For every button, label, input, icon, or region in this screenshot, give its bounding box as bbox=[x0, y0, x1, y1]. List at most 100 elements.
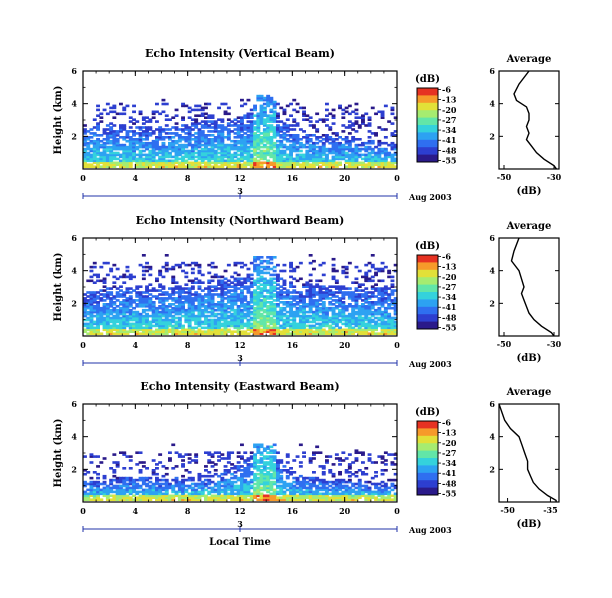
heatmap-cell bbox=[308, 120, 313, 123]
heatmap-cell bbox=[105, 490, 110, 494]
heatmap-cell bbox=[102, 130, 107, 133]
heatmap-cell bbox=[331, 275, 336, 279]
heatmap-cell bbox=[259, 322, 264, 326]
heatmap-cell bbox=[269, 293, 274, 296]
heatmap-cell bbox=[272, 141, 277, 145]
heatmap-cell bbox=[89, 301, 94, 304]
heatmap-cell bbox=[246, 114, 251, 117]
heatmap-cell bbox=[380, 116, 385, 119]
heatmap-cell bbox=[168, 482, 172, 486]
heatmap-cell bbox=[334, 322, 339, 326]
colorbar-segment bbox=[417, 115, 438, 119]
heatmap-cell bbox=[122, 163, 127, 166]
heatmap-cell bbox=[292, 118, 297, 121]
heatmap-cell bbox=[194, 155, 199, 159]
heatmap-cell bbox=[308, 332, 313, 335]
heatmap-cell bbox=[325, 159, 329, 163]
heatmap-cell bbox=[171, 126, 176, 129]
profile-y-tick-label: 4 bbox=[489, 266, 495, 276]
heatmap-cell bbox=[341, 143, 346, 147]
heatmap-cell bbox=[83, 303, 87, 306]
heatmap-cell bbox=[109, 301, 114, 304]
heatmap-cell bbox=[155, 145, 159, 149]
heatmap-cell bbox=[161, 299, 166, 302]
heatmap-cell bbox=[321, 308, 326, 312]
heatmap-cell bbox=[164, 145, 169, 149]
heatmap-cell bbox=[181, 488, 185, 492]
heatmap-cell bbox=[194, 306, 199, 310]
heatmap-cell bbox=[243, 155, 248, 159]
heatmap-cell bbox=[279, 120, 284, 123]
heatmap-cell bbox=[122, 281, 127, 284]
heatmap-cell bbox=[200, 165, 205, 168]
heatmap-cell bbox=[256, 285, 261, 288]
heatmap-cell bbox=[223, 269, 228, 273]
heatmap-cell bbox=[302, 110, 306, 114]
heatmap-cell bbox=[83, 308, 87, 312]
heatmap-cell bbox=[289, 310, 293, 314]
heatmap-cell bbox=[223, 498, 228, 501]
heatmap-cell bbox=[383, 322, 388, 326]
heatmap-cell bbox=[367, 322, 372, 326]
heatmap-cell bbox=[174, 291, 179, 294]
heatmap-cell bbox=[155, 277, 159, 281]
heatmap-cell bbox=[138, 305, 143, 308]
colorbar-segment bbox=[417, 102, 438, 106]
heatmap-cell bbox=[105, 303, 110, 306]
heatmap-cell bbox=[115, 320, 120, 324]
heatmap-cell bbox=[233, 480, 238, 484]
heatmap-cell bbox=[96, 163, 100, 166]
heatmap-cell bbox=[148, 320, 153, 324]
heatmap-cell bbox=[145, 496, 149, 499]
heatmap-cell bbox=[141, 478, 146, 482]
heatmap-cell bbox=[367, 328, 372, 332]
heatmap-cell bbox=[210, 265, 215, 269]
heatmap-cell bbox=[89, 291, 94, 294]
heatmap-cell bbox=[357, 320, 362, 324]
heatmap-cell bbox=[364, 263, 369, 267]
heatmap-cell bbox=[207, 326, 212, 330]
heatmap-cell bbox=[174, 128, 179, 131]
heatmap-cell bbox=[262, 130, 267, 133]
heatmap-cell bbox=[210, 149, 215, 153]
heatmap-cell bbox=[295, 306, 300, 310]
heatmap-cell bbox=[321, 306, 326, 310]
heatmap-cell bbox=[83, 136, 87, 139]
heatmap-cell bbox=[282, 110, 287, 114]
heatmap-cell bbox=[276, 124, 280, 127]
heatmap-cell bbox=[351, 326, 356, 330]
heatmap-cell bbox=[269, 256, 274, 259]
heatmap-cell bbox=[207, 480, 212, 484]
heatmap-cell bbox=[334, 332, 339, 335]
heatmap-cell bbox=[145, 161, 149, 165]
heatmap-cell bbox=[364, 312, 369, 316]
heatmap-cell bbox=[135, 153, 140, 157]
heatmap-cell bbox=[253, 132, 257, 135]
heatmap-cell bbox=[174, 126, 179, 129]
heatmap-cell bbox=[92, 320, 97, 324]
heatmap-cell bbox=[99, 490, 104, 494]
heatmap-cell bbox=[210, 314, 215, 318]
heatmap-cell bbox=[230, 488, 235, 492]
heatmap-cell bbox=[184, 490, 189, 494]
heatmap-cell bbox=[289, 143, 293, 147]
heatmap-cell bbox=[259, 279, 264, 283]
heatmap-cell bbox=[380, 151, 385, 155]
heatmap-cell bbox=[259, 301, 264, 304]
heatmap-cell bbox=[161, 147, 166, 151]
heatmap-cell bbox=[269, 143, 274, 147]
heatmap-cell bbox=[354, 116, 359, 119]
heatmap-cell bbox=[315, 136, 320, 139]
heatmap-cell bbox=[285, 147, 290, 151]
heatmap-cell bbox=[125, 139, 130, 143]
heatmap-cell bbox=[207, 482, 212, 486]
heatmap-cell bbox=[138, 320, 143, 324]
colorbar-segment bbox=[417, 130, 438, 133]
heatmap-cell bbox=[226, 134, 231, 137]
heatmap-cell bbox=[213, 151, 218, 155]
heatmap-cell bbox=[279, 310, 284, 314]
heatmap-cell bbox=[266, 312, 271, 316]
heatmap-cell bbox=[132, 498, 136, 501]
heatmap-cell bbox=[217, 498, 221, 501]
heatmap-cell bbox=[298, 277, 303, 281]
